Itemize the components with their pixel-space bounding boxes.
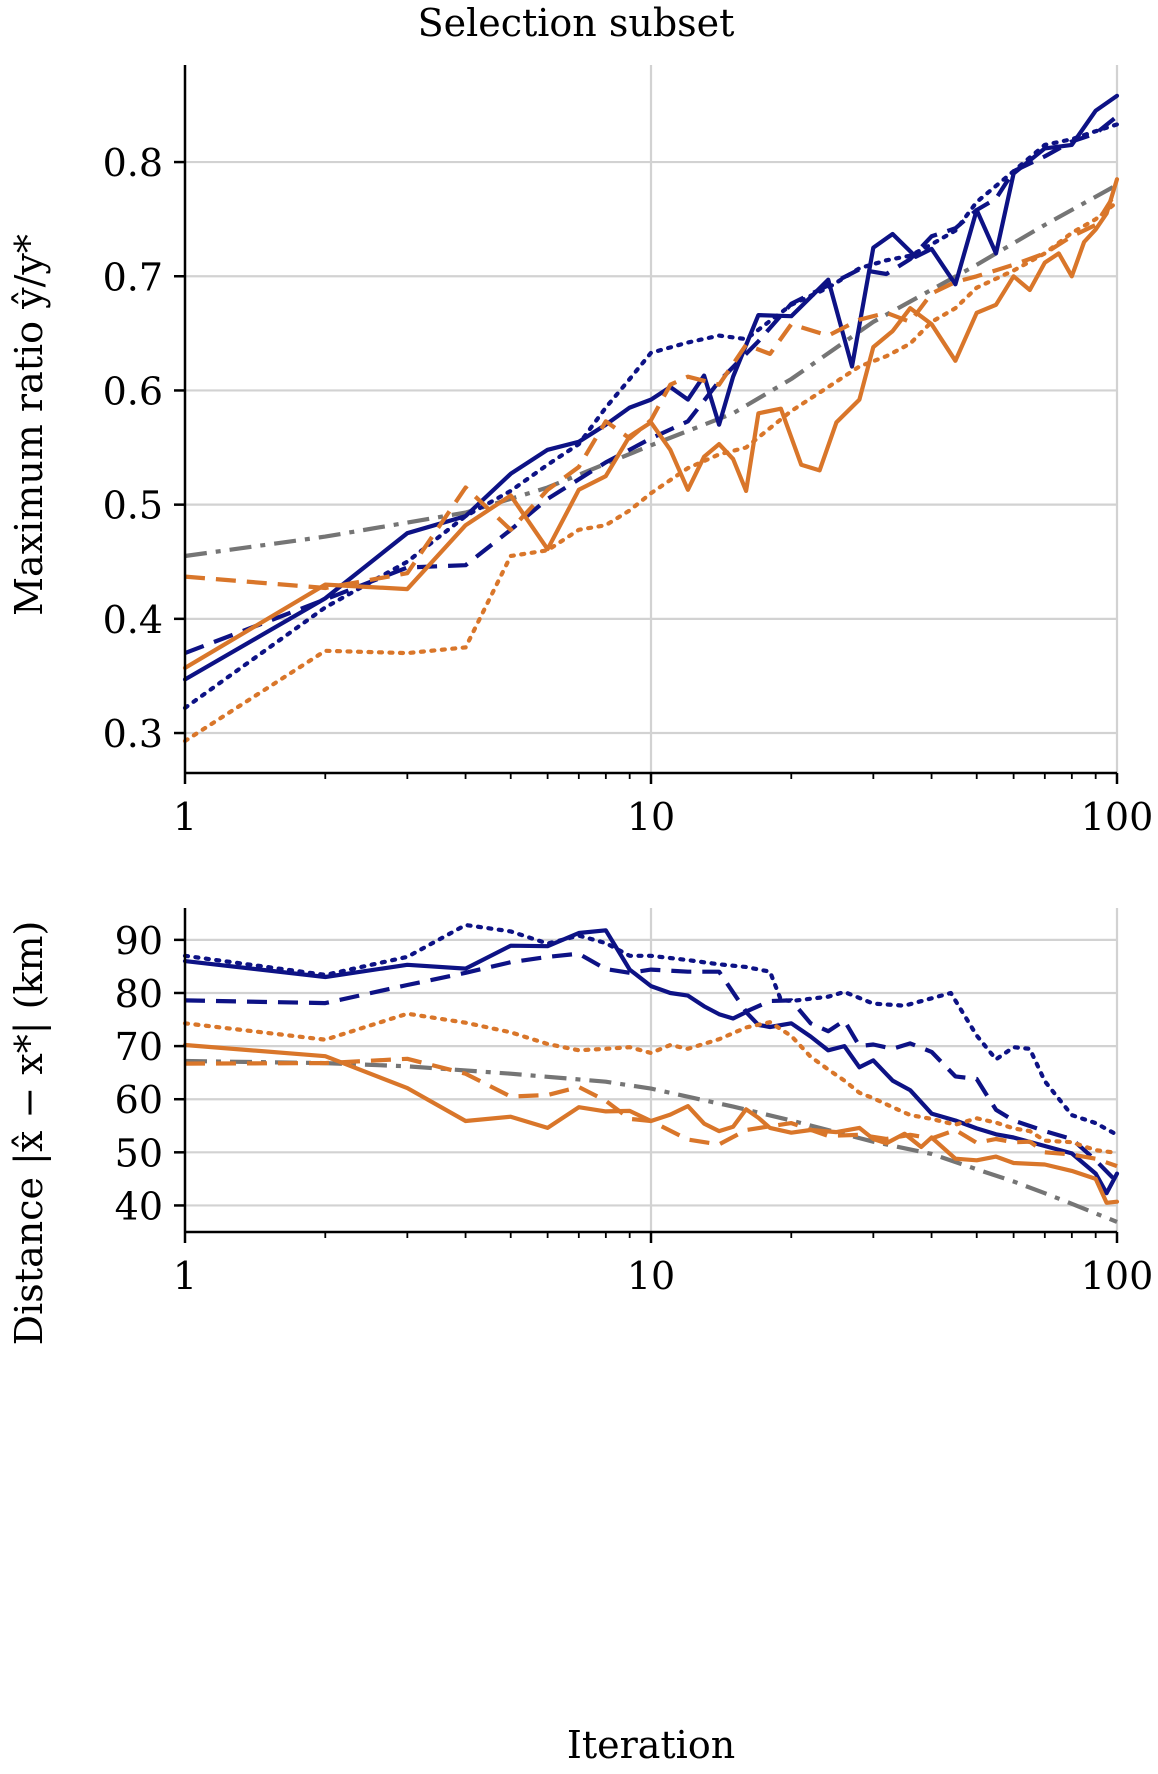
figure-title: Selection subset	[418, 1, 735, 45]
ratio-xtick-label-100: 100	[1081, 795, 1154, 839]
distance-series-group	[182, 922, 1120, 1224]
distance-y-axis-label: Distance |x̂ − x*| (km)	[7, 921, 51, 1346]
distance-series-navy-dotted	[182, 922, 1120, 1137]
ratio-series-orange-dashed	[184, 189, 1119, 591]
ratio-ytick-label-0.8: 0.8	[103, 141, 163, 185]
distance-xtick-label-10: 10	[627, 1254, 675, 1298]
distance-series-orange-solid	[182, 1042, 1120, 1205]
distance-xtick-label-100: 100	[1081, 1254, 1154, 1298]
ratio-ytick-label-0.7: 0.7	[103, 255, 163, 299]
ratio-ytick-label-0.4: 0.4	[103, 598, 163, 642]
distance-ytick-label-50: 50	[115, 1131, 163, 1175]
distance-ytick-label-40: 40	[115, 1184, 163, 1228]
ratio-y-axis-label: Maximum ratio ŷ/y*	[7, 234, 51, 616]
ratio-series-navy-solid	[182, 93, 1120, 682]
ratio-series-navy-dotted	[182, 122, 1120, 711]
distance-panel: 40 50 60 70 80 90 1 10 100 Distance |x̂ − x*| (k…	[7, 908, 1153, 1345]
ratio-ticks: 0.3 0.4 0.5 0.6 0.7 0.8 1 10 100	[103, 141, 1154, 839]
distance-series-reference	[184, 1058, 1118, 1224]
ratio-panel: 0.3 0.4 0.5 0.6 0.7 0.8 1 10 100 Maximum ratio ŷ…	[7, 65, 1153, 839]
distance-series-navy-solid	[182, 928, 1120, 1196]
ratio-ytick-label-0.6: 0.6	[103, 369, 163, 413]
ratio-series-reference	[184, 183, 1119, 559]
distance-series-navy-dashed	[184, 951, 1119, 1184]
ratio-series-orange-dotted	[182, 199, 1120, 744]
distance-series-orange-dotted	[182, 1011, 1120, 1156]
ratio-ytick-label-0.5: 0.5	[103, 484, 163, 528]
distance-ytick-label-70: 70	[115, 1025, 163, 1069]
ratio-xtick-label-1: 1	[173, 795, 197, 839]
x-axis-label: Iteration	[567, 1723, 735, 1767]
distance-series-orange-dashed	[184, 1056, 1118, 1169]
distance-gridlines	[185, 908, 1119, 1232]
ratio-series-group	[182, 93, 1120, 744]
distance-ytick-label-90: 90	[115, 919, 163, 963]
ratio-ytick-label-0.3: 0.3	[103, 712, 163, 756]
distance-ytick-label-60: 60	[115, 1078, 163, 1122]
distance-ticks: 40 50 60 70 80 90 1 10 100	[115, 919, 1154, 1298]
ratio-gridlines	[185, 65, 1119, 773]
ratio-xtick-label-10: 10	[627, 795, 675, 839]
ratio-series-orange-solid	[182, 177, 1120, 671]
distance-ytick-label-80: 80	[115, 972, 163, 1016]
distance-xtick-label-1: 1	[173, 1254, 197, 1298]
